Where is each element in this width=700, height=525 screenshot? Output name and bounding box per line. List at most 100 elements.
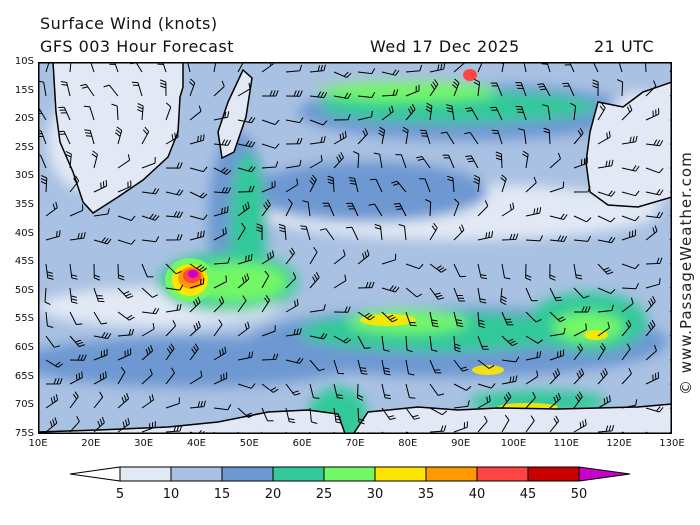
wind-barb (621, 165, 640, 172)
wind-barb (501, 335, 518, 347)
wind-barb (256, 223, 263, 241)
wind-barb (549, 349, 565, 361)
wind-barb (549, 287, 563, 302)
wind-barb (549, 327, 566, 337)
wind-barb (93, 237, 112, 245)
wind-barb (453, 400, 470, 409)
wind-barb (80, 83, 95, 97)
wind-barb (621, 297, 634, 313)
wind-barb (573, 157, 588, 169)
wind-barb (309, 136, 326, 145)
wind-barb (549, 368, 561, 385)
color-legend (69, 466, 631, 482)
wind-barb (525, 370, 539, 385)
forecast-label: GFS 003 Hour Forecast (40, 37, 235, 56)
wind-barb (93, 311, 108, 325)
wind-barb (141, 307, 160, 315)
wind-barb (574, 306, 591, 313)
wind-barb (563, 62, 575, 73)
wind-barb (549, 213, 568, 220)
wind-barb (261, 250, 275, 265)
wind-barb (645, 139, 664, 147)
wind-barb (357, 91, 376, 98)
wind-barb (309, 174, 317, 193)
wind-barb (278, 223, 287, 241)
wind-barb (285, 357, 304, 364)
wind-barb (165, 102, 172, 121)
wind-barb (645, 80, 657, 97)
wind-barb (525, 391, 536, 409)
wind-barb (141, 157, 156, 169)
wind-barb (353, 151, 360, 169)
wind-barb (374, 224, 383, 241)
wind-barb (490, 106, 503, 121)
wind-barb (357, 311, 375, 321)
wind-barb (261, 119, 280, 126)
wind-barb (381, 69, 400, 76)
wind-barb (549, 311, 566, 323)
wind-barb (525, 415, 535, 433)
wind-barb (117, 366, 126, 385)
wind-barb (309, 155, 323, 169)
wind-barb (141, 263, 154, 278)
wind-barb (549, 152, 561, 169)
wind-barb (237, 383, 256, 389)
wind-barb (645, 278, 661, 289)
wind-barb (165, 367, 175, 385)
wind-barbs (38, 62, 672, 434)
landmasses (38, 62, 672, 434)
wind-barb (213, 206, 229, 217)
wind-barb (69, 354, 87, 361)
wind-barb (69, 204, 84, 217)
wind-barb (93, 391, 104, 409)
wind-barb (368, 203, 383, 217)
wind-barb (453, 263, 467, 278)
wind-barb (405, 383, 416, 399)
latitude-label: 65S (14, 370, 34, 382)
wind-barb (442, 154, 455, 169)
legend-label: 40 (468, 487, 486, 502)
wind-barb (237, 222, 246, 241)
wind-barb (597, 159, 614, 169)
longitude-label: 10E (28, 438, 48, 449)
wind-barb (237, 62, 245, 73)
wind-barb (549, 392, 561, 409)
wind-barb (69, 335, 85, 348)
longitude-label: 30E (134, 438, 154, 449)
wind-barb (453, 311, 464, 327)
wind-barb (525, 235, 543, 242)
wind-barb (165, 343, 175, 361)
wind-barb (429, 311, 439, 328)
wind-barb (570, 102, 577, 121)
wind-barb (333, 131, 347, 145)
wind-barb (645, 371, 660, 385)
wind-barb (45, 417, 58, 433)
wind-barb (453, 198, 460, 217)
wind-barb (346, 202, 359, 217)
wind-barb (333, 274, 347, 289)
wind-barb (405, 103, 416, 121)
wind-barb (165, 162, 183, 169)
wind-barb (501, 391, 512, 409)
wind-barb (117, 239, 136, 245)
wind-barb (537, 83, 551, 97)
wind-barb (69, 175, 80, 193)
wind-barb (213, 296, 225, 313)
wind-barb (65, 150, 72, 169)
wind-barb (213, 372, 228, 385)
wind-barb (285, 64, 303, 73)
wind-barb (381, 383, 391, 400)
wind-barb (573, 391, 583, 409)
wind-barb (261, 270, 270, 289)
wind-barb (115, 126, 123, 145)
legend-swatch (425, 466, 478, 482)
wind-barb (597, 102, 606, 121)
wind-barb (381, 253, 397, 265)
wind-barb (141, 421, 156, 433)
wind-barb (261, 180, 276, 193)
wind-barb (45, 230, 61, 241)
wind-barb (501, 202, 515, 217)
wind-barb (549, 235, 568, 242)
wind-barb (45, 335, 61, 348)
wind-barb (141, 368, 153, 385)
